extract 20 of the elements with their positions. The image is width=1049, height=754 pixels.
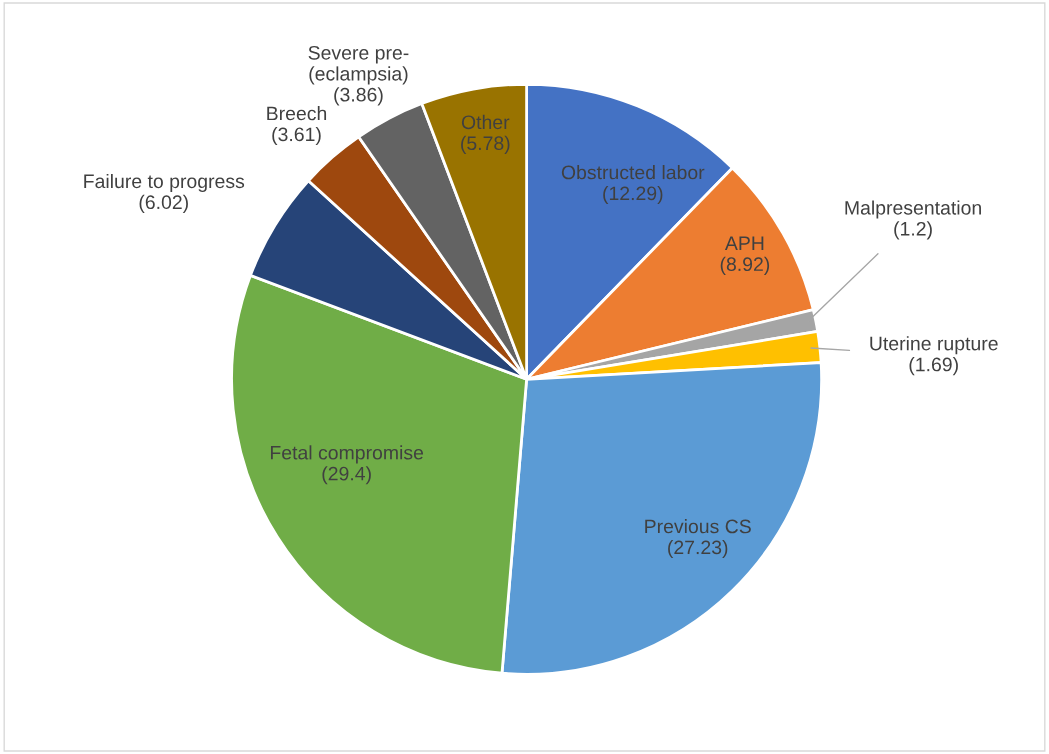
slice-label: APH	[724, 236, 764, 250]
data-label: (1.69)	[909, 357, 958, 376]
slice-label: Breech	[267, 106, 327, 121]
slice-label: Failure to progress	[84, 173, 245, 192]
data-label: (5.78)	[461, 135, 510, 154]
data-label: (27.23)	[668, 539, 728, 559]
data-label: (12.29)	[603, 185, 663, 205]
slice-label: Malpresentation	[845, 200, 981, 219]
data-label: (3.86)	[334, 87, 383, 106]
data-label: (29.4)	[322, 466, 371, 485]
data-label: (3.61)	[272, 126, 321, 146]
slice-label: Previous CS	[645, 519, 751, 534]
slice-label: Fetal compromise	[270, 445, 424, 464]
slice-label: Other	[461, 114, 510, 130]
slice-label: Severe pre- (eclampsia)	[308, 45, 409, 85]
data-label: (8.92)	[720, 256, 770, 275]
data-label: (6.02)	[139, 194, 188, 213]
slice-label: Obstructed labor	[561, 165, 705, 180]
data-label: (1.2)	[894, 221, 932, 240]
slice-label: Uterine rupture	[870, 336, 998, 355]
